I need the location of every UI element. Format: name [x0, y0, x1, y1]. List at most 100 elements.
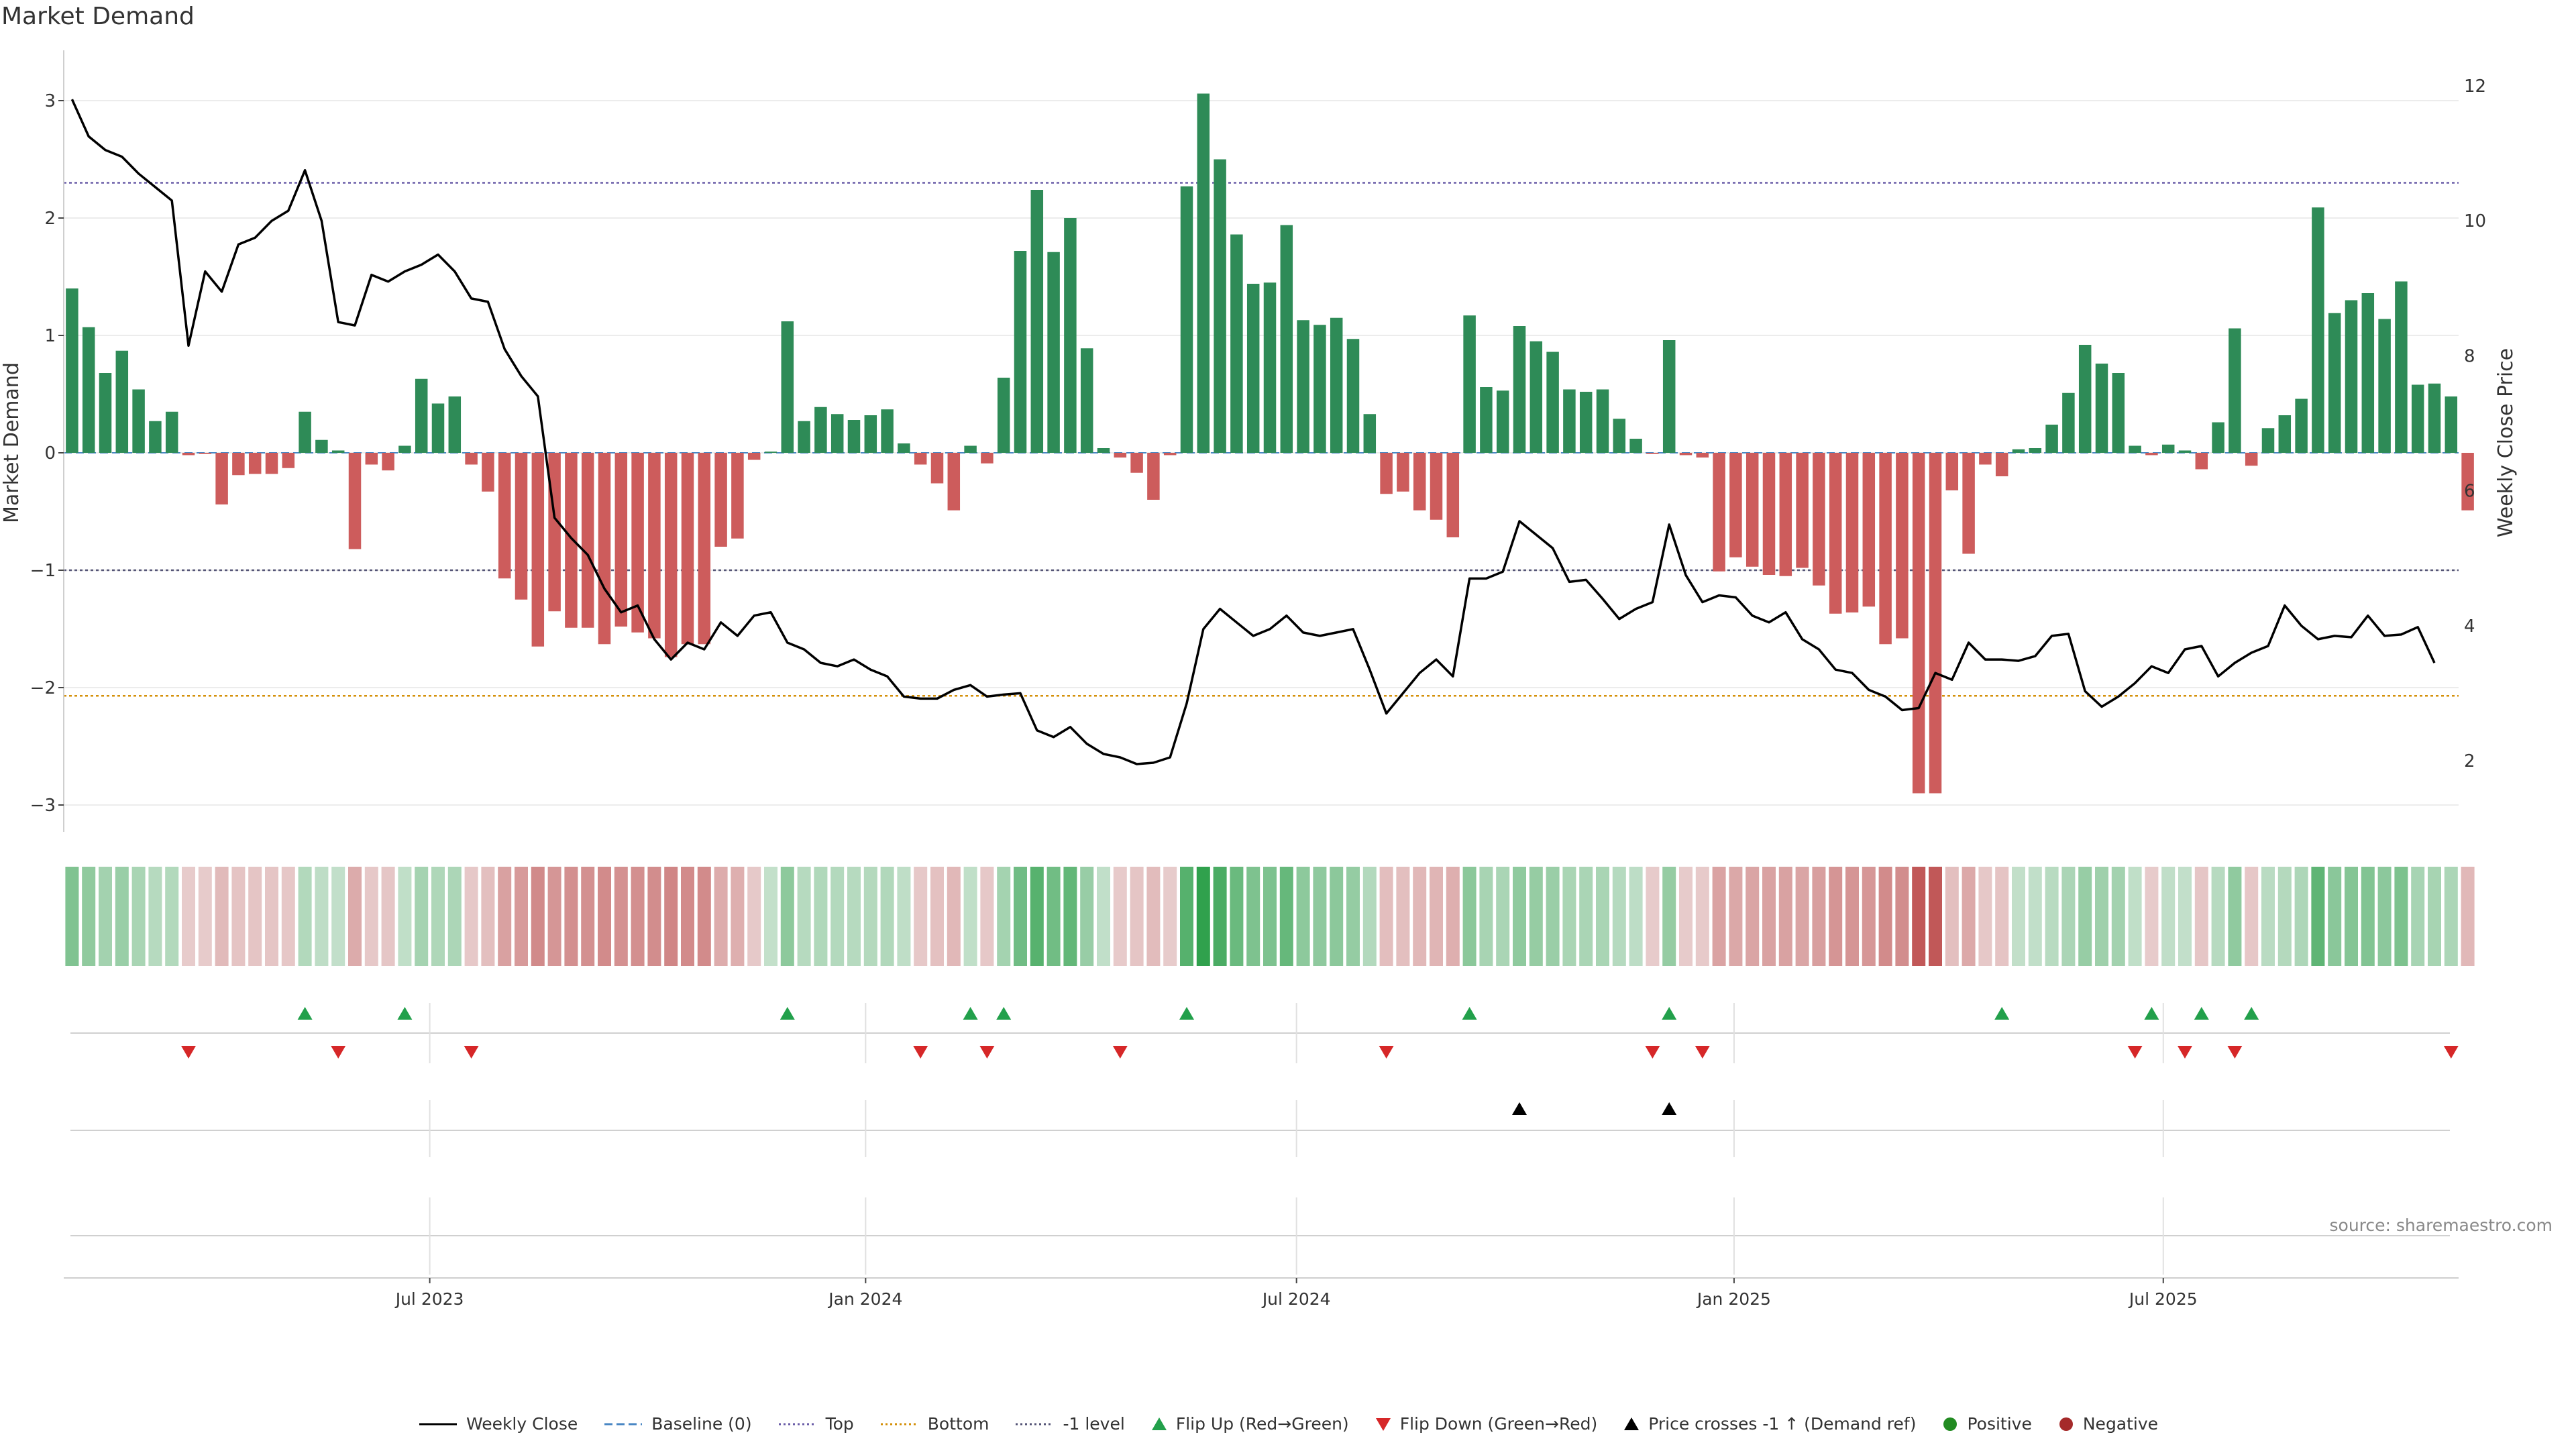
y2-tick-label: 4 — [2464, 616, 2475, 637]
legend-swatch — [1016, 1423, 1054, 1425]
flip-down-marker — [1645, 1046, 1660, 1059]
heatmap-cell — [1529, 867, 1543, 966]
legend-item: Flip Up (Red→Green) — [1150, 1414, 1349, 1434]
heatmap-cell — [182, 867, 195, 966]
heatmap-cell — [814, 867, 828, 966]
demand-bar — [99, 373, 112, 453]
heatmap-cell — [1612, 867, 1626, 966]
demand-bar — [1563, 389, 1576, 453]
demand-bar — [1546, 352, 1559, 453]
heatmap-cell — [1230, 867, 1244, 966]
heatmap-cell — [1496, 867, 1510, 966]
heatmap-cell — [1546, 867, 1560, 966]
heatmap-cell — [364, 867, 378, 966]
legend-item: Top — [777, 1414, 854, 1434]
flip-up-marker — [2144, 1007, 2159, 1020]
heatmap-cell — [1263, 867, 1277, 966]
legend-label: Positive — [1967, 1414, 2032, 1434]
demand-bar — [1346, 339, 1360, 453]
heatmap-cell — [1646, 867, 1660, 966]
heatmap-cell — [2394, 867, 2408, 966]
heatmap-cell — [747, 867, 761, 966]
demand-bar — [1313, 325, 1326, 453]
legend-label: Flip Down (Green→Red) — [1399, 1414, 1598, 1434]
heatmap-cell — [714, 867, 728, 966]
signal-markers — [70, 1003, 2459, 1275]
heatmap-cell — [1978, 867, 1992, 966]
demand-bar — [1979, 453, 1992, 465]
demand-bar — [1363, 414, 1377, 453]
heatmap-cell — [1729, 867, 1743, 966]
demand-bar — [881, 409, 894, 453]
heatmap-cell — [2211, 867, 2225, 966]
heatmap-cell — [2128, 867, 2142, 966]
heatmap-cell — [1296, 867, 1310, 966]
y2-tick-label: 8 — [2464, 346, 2475, 366]
flip-up-marker — [397, 1007, 413, 1020]
demand-bar — [2161, 444, 2175, 453]
demand-bar — [798, 421, 810, 453]
heatmap-cell — [331, 867, 345, 966]
demand-bar — [1513, 326, 1526, 453]
heatmap-cell — [1180, 867, 1193, 966]
heatmap-cell — [1080, 867, 1094, 966]
demand-bar — [2095, 364, 2108, 453]
demand-bar — [1030, 190, 1044, 453]
heatmap-cell — [1762, 867, 1776, 966]
heatmap-strip — [65, 867, 2475, 966]
demand-bar — [1097, 448, 1110, 453]
heatmap-cell — [947, 867, 961, 966]
legend-item: Flip Down (Green→Red) — [1375, 1414, 1598, 1434]
heatmap-cell — [1146, 867, 1161, 966]
legend-swatch — [419, 1423, 457, 1425]
heatmap-cell — [2178, 867, 2192, 966]
demand-bar — [698, 453, 711, 645]
demand-bar — [315, 439, 328, 453]
legend-item: Negative — [2057, 1414, 2158, 1434]
heatmap-cell — [1995, 867, 2009, 966]
demand-bar — [1080, 348, 1093, 453]
heatmap-cell — [1113, 867, 1127, 966]
legend-swatch — [1375, 1417, 1391, 1431]
x-tick-label: Jan 2024 — [827, 1289, 902, 1309]
demand-bar — [1912, 453, 1925, 794]
demand-bar — [1246, 284, 1260, 453]
heatmap-cell — [131, 867, 146, 966]
heatmap-cell — [1046, 867, 1061, 966]
demand-bar — [2012, 449, 2025, 453]
y2-tick-label: 10 — [2464, 211, 2486, 231]
legend-item: -1 level — [1014, 1414, 1125, 1434]
heatmap-cell — [1829, 867, 1843, 966]
heatmap-cell — [697, 867, 711, 966]
demand-bar — [981, 453, 994, 464]
demand-bar — [2229, 328, 2241, 453]
heatmap-cell — [797, 867, 811, 966]
heatmap-cell — [1962, 867, 1976, 966]
heatmap-cell — [863, 867, 877, 966]
heatmap-cell — [1629, 867, 1643, 966]
legend-label: Negative — [2082, 1414, 2159, 1434]
demand-bar — [248, 453, 262, 474]
demand-bar — [2245, 453, 2258, 466]
y2-tick-label: 6 — [2464, 482, 2475, 502]
heatmap-cell — [381, 867, 395, 966]
demand-bar — [182, 453, 195, 455]
demand-bar — [215, 453, 228, 504]
demand-bar — [1064, 218, 1077, 453]
heatmap-cell — [1579, 867, 1593, 966]
demand-bar — [2345, 300, 2358, 453]
heatmap-cell — [1413, 867, 1427, 966]
heatmap-cell — [1362, 867, 1377, 966]
demand-bar — [132, 389, 145, 453]
demand-bar — [1662, 340, 1676, 453]
demand-bar — [847, 420, 861, 453]
demand-bar — [1413, 453, 1426, 511]
demand-bar — [348, 453, 362, 549]
heatmap-cell — [880, 867, 894, 966]
heatmap-cell — [2461, 867, 2475, 966]
flip-down-marker — [331, 1046, 346, 1059]
demand-bar — [465, 453, 478, 465]
heatmap-cell — [1945, 867, 1959, 966]
demand-bar — [1613, 419, 1626, 453]
demand-bar — [830, 414, 844, 453]
